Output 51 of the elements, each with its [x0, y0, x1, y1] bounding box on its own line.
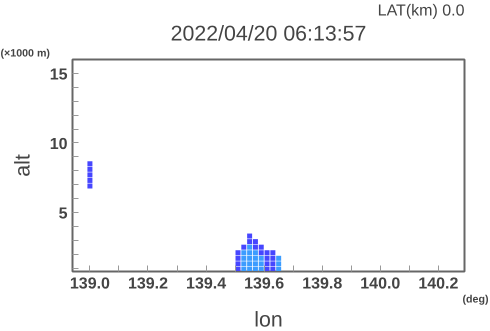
point: [276, 261, 282, 266]
text: (deg): [462, 294, 489, 306]
point: [270, 261, 276, 266]
x-tick-label: 139.2: [128, 276, 168, 292]
x-tick-label: 139.4: [186, 276, 226, 292]
point: [236, 250, 241, 256]
point: [270, 250, 276, 256]
point: [252, 250, 258, 256]
y-tick-label: 5: [58, 205, 68, 222]
point: [258, 244, 264, 250]
point: [247, 256, 252, 261]
point: [236, 256, 241, 261]
point: [264, 256, 270, 261]
y-tick-label: 10: [50, 136, 68, 153]
point: [87, 161, 92, 166]
point: [87, 172, 92, 178]
point: [252, 261, 258, 266]
x-tick-label: 140.2: [418, 276, 458, 292]
x-tick-label: 139.6: [244, 276, 284, 292]
x-tick-label: 139.8: [302, 276, 342, 292]
point: [247, 250, 252, 256]
point: [252, 244, 258, 250]
point: [241, 250, 246, 256]
point: [264, 250, 270, 256]
point: [264, 261, 270, 266]
point: [247, 244, 252, 250]
point: [270, 256, 276, 261]
point: [241, 244, 246, 250]
point: [252, 256, 258, 261]
chart-title: 2022/04/20 06:13:57: [170, 22, 366, 46]
point: [241, 261, 246, 266]
point: [258, 261, 264, 266]
point: [247, 239, 252, 244]
point: [87, 184, 92, 189]
point: [247, 261, 252, 266]
text: LAT(km) 0.0: [378, 2, 465, 20]
point: [241, 256, 246, 261]
x-axis-title: lon: [254, 308, 283, 331]
point: [276, 256, 282, 261]
point: [87, 166, 92, 172]
y-tick-label: 15: [50, 66, 68, 84]
x-tick-label: 140.0: [360, 276, 400, 292]
y-axis-title: alt: [10, 154, 35, 177]
x-tick-label: 139.0: [70, 276, 110, 292]
point: [247, 234, 252, 239]
point: [236, 261, 241, 266]
point: [252, 239, 258, 244]
point: [258, 256, 264, 261]
text: (×1000 m): [0, 48, 50, 60]
point: [258, 250, 264, 256]
point: [87, 178, 92, 183]
